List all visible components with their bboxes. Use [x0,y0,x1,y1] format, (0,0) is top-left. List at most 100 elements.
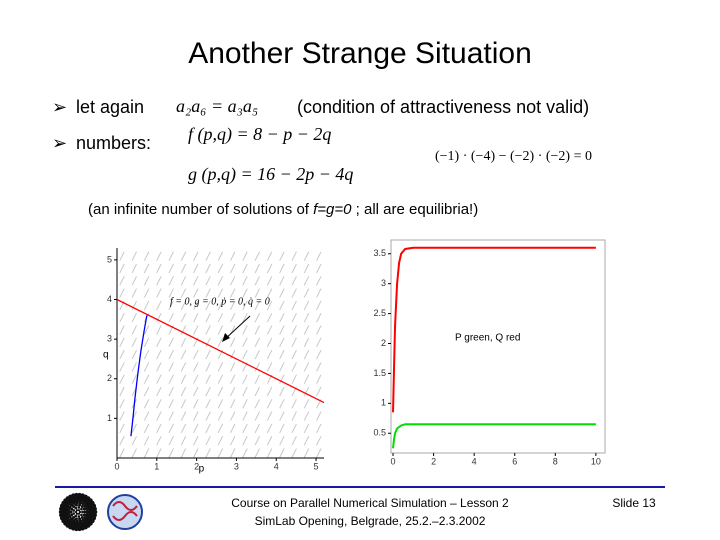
field-arrow [205,362,211,372]
y-tick-label: 1.5 [373,368,386,378]
field-arrow [119,325,125,335]
field-arrow [143,300,150,311]
field-arrow [230,288,236,298]
plot-frame [390,239,606,454]
field-arrow [230,399,236,409]
field-arrow [316,337,322,347]
field-arrow [279,423,285,434]
field-arrow [279,313,285,323]
field-arrow [217,448,224,458]
field-arrow [230,263,236,274]
field-arrow [254,325,260,335]
field-arrow [193,325,199,335]
bullet-note: (condition of attractiveness not valid) [297,97,589,117]
field-arrow [143,423,150,434]
field-arrow [168,423,174,434]
field-arrow [303,423,310,434]
field-arrow [303,399,310,409]
formula: a₂a₆ = a₃a₅ [176,96,258,116]
annotation-arrowhead [222,333,230,342]
field-arrow [316,251,322,261]
logo-dots [58,492,98,532]
field-arrow [193,423,199,434]
field-arrow [316,374,322,384]
field-arrow [303,349,310,360]
field-arrow [316,386,322,397]
field-arrow [205,276,211,286]
field-arrow [193,399,199,409]
logo-dot [75,512,79,515]
field-arrow [119,436,125,446]
field-arrow [156,386,162,397]
field-arrow [316,423,322,434]
bullet-text: let again [76,97,144,117]
field-arrow [168,399,174,409]
field-arrow [254,386,260,397]
logo-dot [80,513,83,517]
field-arrow [119,263,125,274]
field-arrow [242,337,248,347]
field-arrow [180,386,187,397]
y-tick-label: 3.5 [373,248,386,258]
y-tick-label: 2.5 [373,308,386,318]
field-arrow [242,374,248,384]
field-arrow [180,436,187,446]
x-tick-label: 6 [512,456,517,466]
field-arrow [156,276,162,286]
field-arrow [193,263,199,274]
field-arrow [254,251,260,261]
field-arrow [266,325,273,335]
logo-dot [74,510,78,514]
field-arrow [119,374,125,384]
field-arrow [156,251,162,261]
field-arrow [254,288,260,298]
field-arrow [217,276,224,286]
logo-dot [74,492,79,498]
field-arrow [131,288,137,298]
field-arrow [291,423,297,434]
annotation: P green, Q red [455,333,520,344]
field-arrow [143,436,150,446]
x-tick-label: 0 [391,456,396,466]
field-arrow [230,276,236,286]
field-arrow [303,276,310,286]
field-arrow [230,386,236,397]
logo-dot [77,515,81,518]
field-arrow [266,349,273,360]
field-arrow [303,263,310,274]
field-arrow [266,386,273,397]
logo-dot [74,506,78,510]
slide-title: Another Strange Situation [188,37,532,70]
field-arrow [242,300,248,311]
field-arrow [279,448,285,458]
field-arrow [180,448,187,458]
field-arrow [205,448,211,458]
field-arrow [205,399,211,409]
field-arrow [230,313,236,323]
logo-dot [75,509,79,512]
field-arrow [217,386,224,397]
field-arrow [205,288,211,298]
field-arrow [180,300,187,311]
field-arrow [205,300,211,311]
field-arrow [168,436,174,446]
field-arrow [168,362,174,372]
field-arrow [266,423,273,434]
field-arrow [143,276,150,286]
field-arrow [156,423,162,434]
remark-part: ; all are equilibria!) [352,201,479,218]
field-arrow [291,399,297,409]
field-arrow [217,374,224,384]
field-arrow [279,325,285,335]
remark-part: (an infinite number of solutions of [88,201,313,218]
bullet-marker: ➢ [52,97,67,117]
logo-dot [74,503,78,507]
y-tick-label: 0.5 [373,428,386,438]
field-arrow [168,411,174,421]
field-arrow [143,337,150,347]
field-arrow [291,300,297,311]
field-arrow [193,448,199,458]
field-arrow [180,313,187,323]
logo-dot [85,507,89,511]
field-arrow [291,448,297,458]
